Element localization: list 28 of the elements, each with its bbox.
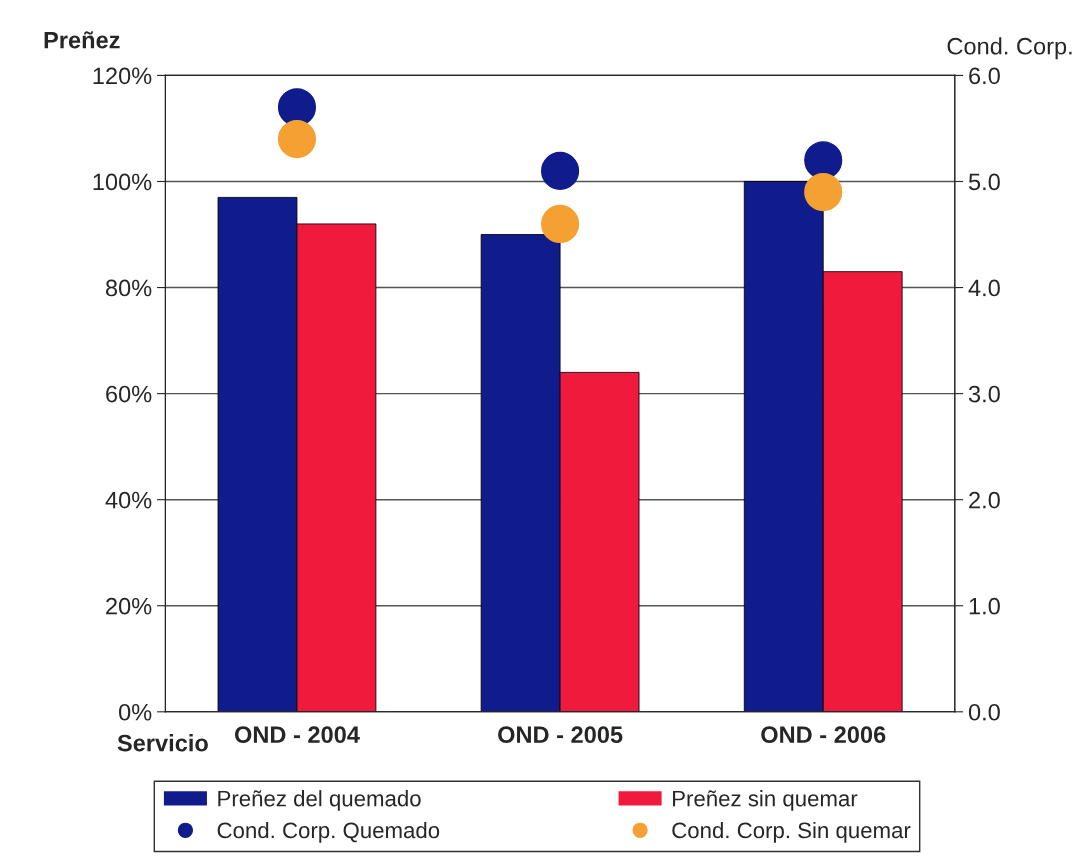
point (277, 119, 317, 159)
y2-tick-label: 0.0 (968, 703, 1000, 721)
y2-axis-title: Cond. Corp. (947, 37, 1072, 60)
legend-label: Preñez sin quemar (673, 790, 858, 811)
y-axis-title: Preñez (44, 31, 120, 49)
y-tick-label: 60% (106, 385, 152, 403)
y-tick-label: 0% (119, 703, 152, 721)
y-tick-label: 80% (105, 279, 152, 297)
legend-label: Preñez del quemado (218, 790, 421, 811)
y2-tick-label: 4.0 (968, 279, 1000, 297)
x-axis-title: Servicio (117, 734, 208, 752)
x-tick-label: OND - 2005 (498, 726, 623, 744)
y-tick-label: 120% (93, 67, 152, 85)
y-tick-label: 20% (106, 597, 152, 615)
y-tick-label: 40% (105, 491, 152, 509)
point (541, 204, 580, 243)
x-tick-label: OND - 2006 (761, 726, 886, 744)
y2-tick-label: 2.0 (969, 491, 1000, 509)
y2-tick-label: 1.0 (969, 597, 1000, 615)
legend-label: Cond. Corp. Quemado (217, 821, 440, 843)
y2-tick-label: 3.0 (968, 385, 1000, 403)
point (804, 173, 843, 212)
x-tick-label: OND - 2004 (234, 726, 360, 744)
y-tick-label: 100% (93, 173, 152, 191)
y2-tick-label: 5.0 (968, 173, 1000, 191)
legend-label: Cond. Corp. Sin quemar (672, 821, 911, 843)
point (541, 151, 580, 190)
y2-tick-label: 6.0 (969, 67, 1000, 85)
